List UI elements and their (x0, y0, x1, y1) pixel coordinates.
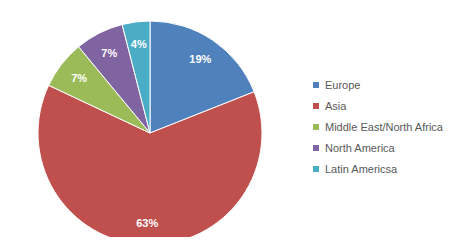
html-text:Asia: Asia (325, 99, 347, 112)
svg-text:7%: 7% (71, 72, 87, 84)
svg-text:19%: 19% (189, 53, 211, 65)
svg-text:4%: 4% (131, 38, 147, 50)
html-text:Middle East/North Africa: Middle East/North Africa (325, 120, 443, 133)
svg-text:63%: 63% (136, 217, 158, 229)
svg-text:7%: 7% (101, 47, 117, 59)
html-text:Europe: Europe (325, 78, 361, 91)
html-text:Latin Americsa: Latin Americsa (325, 162, 398, 175)
html-text:North America: North America (325, 141, 395, 154)
